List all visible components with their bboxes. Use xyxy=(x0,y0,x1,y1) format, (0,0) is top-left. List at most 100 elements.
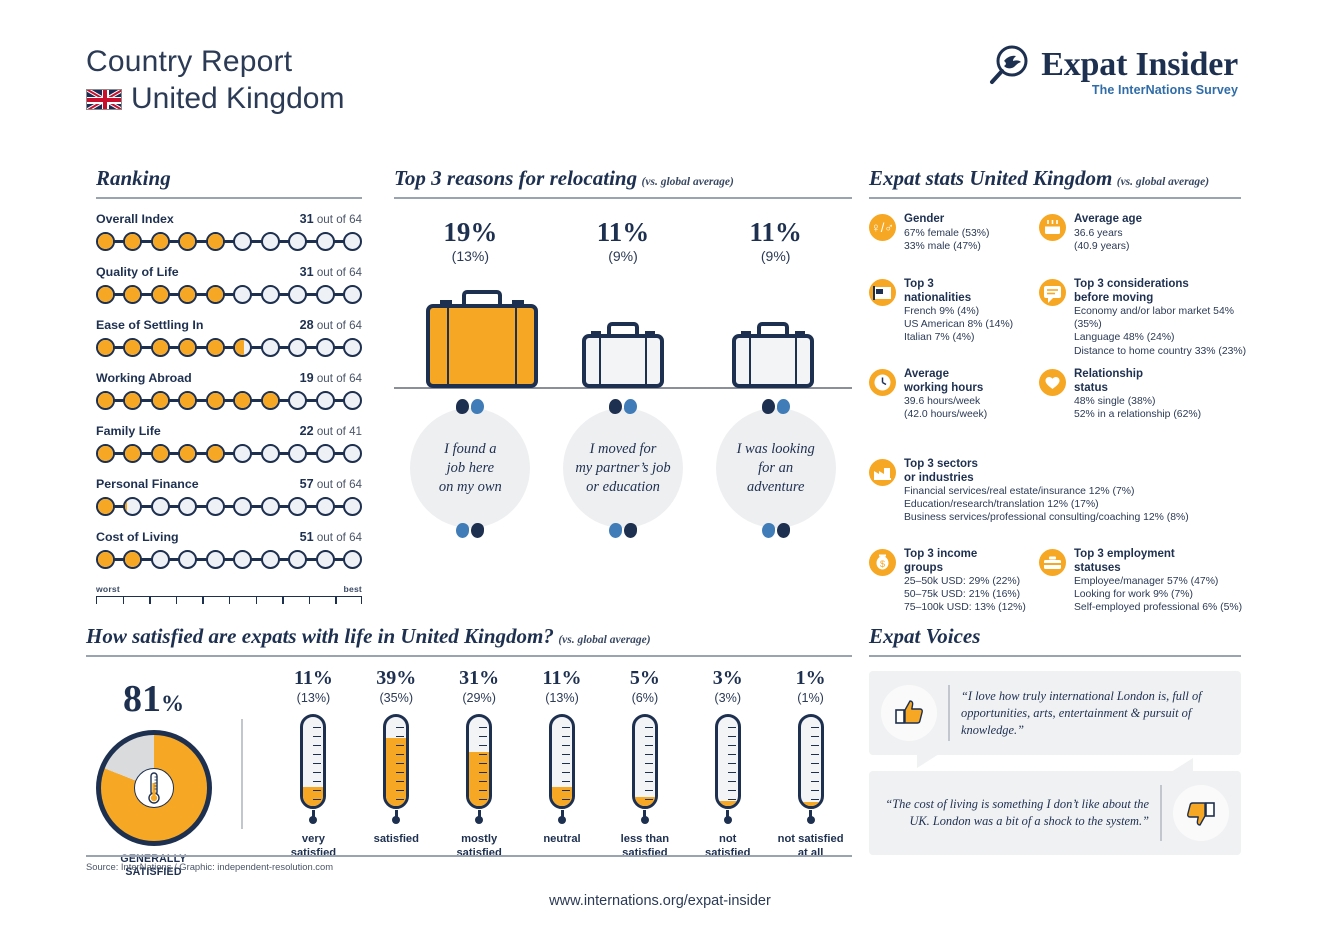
ranking-dot xyxy=(96,443,115,463)
reasons-title: Top 3 reasons for relocating xyxy=(394,166,638,190)
satisfaction-global-percent: (1%) xyxy=(797,691,824,705)
reasons-heading: Top 3 reasons for relocating (vs. global… xyxy=(394,166,852,191)
logo-wordmark: Expat Insider xyxy=(1041,46,1238,83)
stat-line: Looking for work 9% (7%) xyxy=(1074,589,1193,601)
ranking-dot xyxy=(342,496,362,516)
stat-item: ♀/♂ Gender 67% female (53%) 33% male (47%) xyxy=(869,213,1029,253)
stat-line: Language 48% (24%) xyxy=(1074,332,1175,344)
svg-text:$: $ xyxy=(880,559,885,569)
satisfaction-thermometer: 5% (6%) less than satisfied xyxy=(603,667,686,860)
ranking-dots xyxy=(96,442,362,464)
thermometer-icon xyxy=(797,714,824,824)
magnifier-bird-logo-icon xyxy=(990,45,1028,84)
ranking-dot xyxy=(178,390,198,410)
divider xyxy=(869,197,1241,199)
ranking-dot xyxy=(96,284,115,304)
reasons-section: Top 3 reasons for relocating (vs. global… xyxy=(394,166,852,538)
heart-icon xyxy=(1039,369,1066,396)
satisfaction-percent: 3% xyxy=(712,667,743,689)
ranking-dot xyxy=(342,231,362,251)
stat-title: Top 3 sectors or industries xyxy=(904,458,978,484)
website-url[interactable]: www.internations.org/expat-insider xyxy=(549,893,771,909)
reason-percent: 11% xyxy=(596,217,650,247)
satisfaction-global-percent: (35%) xyxy=(379,691,414,705)
ranking-dot xyxy=(342,549,362,569)
ranking-dot xyxy=(150,390,170,410)
ranking-dot xyxy=(342,443,362,463)
ranking-dot xyxy=(123,443,143,463)
ranking-row-head: Ease of Settling In 28 out of 64 xyxy=(96,318,362,332)
suitcase-icon xyxy=(582,322,664,388)
stat-title: Top 3 considerations before moving xyxy=(1074,278,1189,304)
reason-global-percent: (9%) xyxy=(760,248,791,264)
gender-icon: ♀/♂ xyxy=(869,214,896,241)
ranking-dot xyxy=(260,496,280,516)
quote-text: “I love how truly international London i… xyxy=(961,688,1202,737)
stat-item: Top 3 employment statuses Employee/manager… xyxy=(1039,548,1249,615)
satisfaction-percent: 1% xyxy=(795,667,826,689)
stat-line: 25–50k USD: 29% (22%) xyxy=(904,576,1021,587)
ranking-dot xyxy=(123,390,143,410)
stats-section: Expat stats United Kingdom (vs. global a… xyxy=(869,166,1246,633)
generally-satisfied-gauge: 81% xyxy=(91,679,216,879)
ranking-dot xyxy=(178,284,198,304)
factory-icon xyxy=(869,459,896,486)
ranking-dot xyxy=(123,337,143,357)
ranking-list: Overall Index 31 out of 64 Quality of Life… xyxy=(96,212,362,570)
ranking-row-head: Personal Finance 57 out of 64 xyxy=(96,477,362,491)
ranking-dot xyxy=(205,443,225,463)
satisfaction-global-percent: (13%) xyxy=(296,691,331,705)
reasons-subtitle: (vs. global average) xyxy=(641,176,734,188)
generally-satisfied-value: 81% xyxy=(123,678,184,720)
ranking-dot xyxy=(178,549,198,569)
ranking-dot xyxy=(288,549,308,569)
stat-line: Italian 7% (4%) xyxy=(904,332,975,344)
stat-line: Economy and/or labor market 54% (35%) xyxy=(1074,306,1234,331)
ranking-dot xyxy=(260,231,280,251)
money-bag-icon: $ xyxy=(869,549,896,576)
ranking-dot xyxy=(342,284,362,304)
ranking-score: 22 out of 41 xyxy=(299,424,362,438)
calendar-icon xyxy=(1039,214,1066,241)
flag-icon xyxy=(869,279,896,306)
ranking-dot xyxy=(315,549,335,569)
quote-text: I moved for my partner’s job or education xyxy=(575,440,671,495)
quote-circle: I moved for my partner’s job or education xyxy=(563,408,683,528)
suitcase-icon xyxy=(732,322,814,388)
ranking-label: Personal Finance xyxy=(96,477,199,491)
ranking-score: 51 out of 64 xyxy=(299,530,362,544)
stats-subtitle: (vs. global average) xyxy=(1116,176,1210,188)
reason-percent: 11% xyxy=(749,217,802,247)
ranking-dot xyxy=(123,284,143,304)
ranking-scale: worst best xyxy=(96,584,362,608)
ranking-row: Ease of Settling In 28 out of 64 xyxy=(96,318,362,358)
ranking-dot xyxy=(123,496,143,516)
ranking-row: Personal Finance 57 out of 64 xyxy=(96,477,362,517)
ranking-dot xyxy=(205,337,225,357)
ranking-dot xyxy=(178,496,198,516)
stat-item: $ Top 3 income groups 25–50k USD: 29% (22%)… xyxy=(869,548,1029,615)
stat-title: Gender xyxy=(904,213,945,225)
satisfaction-thermometer: 11% (13%) very satisfied xyxy=(272,667,355,860)
ranking-row-head: Quality of Life 31 out of 64 xyxy=(96,265,362,279)
satisfaction-percent: 11% xyxy=(293,667,333,689)
satisfaction-percent: 11% xyxy=(542,667,582,689)
scale-worst-label: worst xyxy=(96,584,120,594)
ranking-dot xyxy=(96,390,115,410)
stat-line: 48% single (38%) xyxy=(1074,396,1156,407)
expat-quote-negative: “The cost of living is something I don’t… xyxy=(869,758,1241,855)
divider xyxy=(869,655,1241,657)
ranking-dot xyxy=(260,549,280,569)
ranking-dot xyxy=(205,284,225,304)
satisfaction-thermometer: 39% (35%) satisfied xyxy=(355,667,438,860)
satisfaction-title: How satisfied are expats with life in Un… xyxy=(86,624,554,648)
thermometer-icon xyxy=(300,714,327,824)
scale-best-label: best xyxy=(343,584,362,594)
donut-chart xyxy=(95,730,212,846)
stat-line: US American 8% (14%) xyxy=(904,319,1014,331)
reason-global-percent: (9%) xyxy=(608,248,638,264)
ranking-dot xyxy=(288,337,308,357)
ranking-score: 31 out of 64 xyxy=(299,265,362,279)
ranking-row-head: Working Abroad 19 out of 64 xyxy=(96,371,362,385)
ranking-dot xyxy=(233,231,253,251)
